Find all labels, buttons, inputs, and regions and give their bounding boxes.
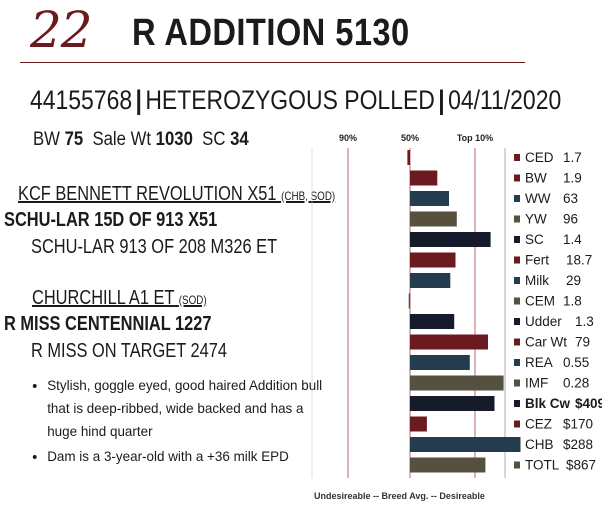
title-underline xyxy=(20,62,525,63)
pedigree-dam-sire: CHURCHILL A1 ET (SOD) xyxy=(32,286,207,312)
epd-label-ced: CED xyxy=(525,150,554,165)
sc-value: 34 xyxy=(230,129,249,150)
lot-number: 22 xyxy=(30,1,93,59)
epd-label-cez: CEZ xyxy=(525,417,552,432)
epd-value: 0.28 xyxy=(563,376,589,391)
epd-label-udder: Udder xyxy=(525,314,562,329)
epd-label-car-wt: Car Wt xyxy=(525,335,567,350)
epd-value: $867 xyxy=(566,458,596,473)
epd-bar-ww xyxy=(410,191,449,206)
epd-value: 18.7 xyxy=(566,253,592,268)
sale-wt-label: Sale Wt xyxy=(92,129,152,150)
legend-swatch xyxy=(514,420,520,428)
legend-swatch xyxy=(514,400,520,407)
epd-label-sc: SC xyxy=(525,232,544,247)
chart-header-label: 90% xyxy=(339,133,357,143)
separator: | xyxy=(135,85,142,115)
animal-name: R ADDITION 5130 xyxy=(132,12,410,54)
epd-label-bw: BW xyxy=(525,171,547,186)
legend-swatch xyxy=(514,154,520,161)
sire-sire-name: KCF BENNETT REVOLUTION X51 xyxy=(18,183,277,205)
separator: | xyxy=(438,85,445,115)
epd-bar-car-wt xyxy=(410,334,488,350)
epd-label-ww: WW xyxy=(525,191,551,206)
legend-swatch xyxy=(514,461,520,469)
legend-swatch xyxy=(514,441,520,448)
legend-swatch xyxy=(514,277,520,284)
epd-bar-bw xyxy=(410,170,438,186)
epd-label-yw: YW xyxy=(525,212,547,227)
birth-date: 04/11/2020 xyxy=(448,85,562,115)
epd-bar-udder xyxy=(410,314,455,329)
sire-sire-note: (CHB, SOD) xyxy=(281,189,336,203)
epd-bar-totl xyxy=(410,457,486,473)
epd-value: 1.3 xyxy=(575,314,594,329)
legend-swatch xyxy=(514,379,520,387)
sale-wt-value: 1030 xyxy=(155,129,193,150)
performance-stats: BW 75 Sale Wt 1030 SC 34 xyxy=(33,128,249,152)
epd-label-milk: Milk xyxy=(525,273,549,288)
epd-bar-fert xyxy=(410,252,456,268)
epd-bar-blk-cw xyxy=(410,396,495,411)
legend-swatch xyxy=(514,359,520,366)
epd-bar-cez xyxy=(410,416,427,432)
pedigree-dam: R MISS CENTENNIAL 1227 xyxy=(4,313,212,335)
epd-value: 0.55 xyxy=(563,355,589,370)
epd-label-blk-cw: Blk Cw xyxy=(525,396,571,411)
legend-swatch xyxy=(514,297,520,305)
chart-footnote: Undesireable -- Breed Avg. -- Desireable xyxy=(314,491,485,501)
epd-label-rea: REA xyxy=(525,355,553,370)
epd-label-totl: TOTL xyxy=(525,458,560,473)
epd-value: $409 xyxy=(575,396,602,411)
epd-bar-sc xyxy=(410,232,491,247)
epd-label-fert: Fert xyxy=(525,253,549,268)
dam-sire-name: CHURCHILL A1 ET xyxy=(32,287,175,309)
epd-value: 96 xyxy=(563,212,578,227)
epd-value: 1.8 xyxy=(563,294,582,309)
legend-swatch xyxy=(514,338,520,346)
epd-bar-rea xyxy=(410,355,470,370)
dam-sire-note: (SOD) xyxy=(178,293,207,307)
epd-value: $170 xyxy=(563,417,593,432)
comment-item: Stylish, goggle eyed, good haired Additi… xyxy=(47,374,327,443)
sc-label: SC xyxy=(202,129,226,150)
id-line: 44155768 | HETEROZYGOUS POLLED | 04/11/2020 xyxy=(30,84,561,116)
epd-value: 1.9 xyxy=(563,171,582,186)
epd-bar-ced xyxy=(407,150,410,165)
pedigree-sire-dam: SCHU-LAR 913 OF 208 M326 ET xyxy=(31,236,278,258)
epd-bar-cem xyxy=(408,293,411,309)
comments-list: Stylish, goggle eyed, good haired Additi… xyxy=(28,374,328,470)
chart-header-label: 50% xyxy=(401,133,419,143)
epd-value: 79 xyxy=(575,335,590,350)
pedigree-sire: SCHU-LAR 15D OF 913 X51 xyxy=(4,209,218,231)
legend-swatch xyxy=(514,174,520,182)
epd-value: 63 xyxy=(563,191,578,206)
legend-swatch xyxy=(514,256,520,264)
polled-status: HETEROZYGOUS POLLED xyxy=(145,85,435,115)
comment-item: Dam is a 3-year-old with a +36 milk EPD xyxy=(47,445,327,468)
pedigree-dam-dam: R MISS ON TARGET 2474 xyxy=(31,340,227,362)
epd-label-cem: CEM xyxy=(525,294,555,309)
epd-value: 29 xyxy=(566,273,581,288)
epd-bar-chart: 90% 50% Top 10% CED 1.7 BW 1.9 WW 63 YW 96 SC 1.4 Fer… xyxy=(311,133,602,478)
legend-swatch xyxy=(514,236,520,243)
bw-label: BW xyxy=(33,129,60,150)
legend-swatch xyxy=(514,195,520,202)
epd-bar-yw xyxy=(410,211,457,227)
epd-value: 1.7 xyxy=(563,150,582,165)
epd-label-chb: CHB xyxy=(525,437,554,452)
epd-label-imf: IMF xyxy=(525,376,548,391)
registration-number: 44155768 xyxy=(30,85,133,115)
chart-header-label: Top 10% xyxy=(457,133,493,143)
bw-value: 75 xyxy=(64,129,84,150)
epd-bar-chb xyxy=(410,437,521,452)
legend-swatch xyxy=(514,215,520,223)
epd-bar-milk xyxy=(410,273,451,288)
pedigree-sire-sire: KCF BENNETT REVOLUTION X51 (CHB, SOD) xyxy=(18,182,335,208)
epd-value: 1.4 xyxy=(563,232,582,247)
epd-bar-imf xyxy=(410,375,504,391)
epd-value: $288 xyxy=(563,437,593,452)
legend-swatch xyxy=(514,318,520,325)
